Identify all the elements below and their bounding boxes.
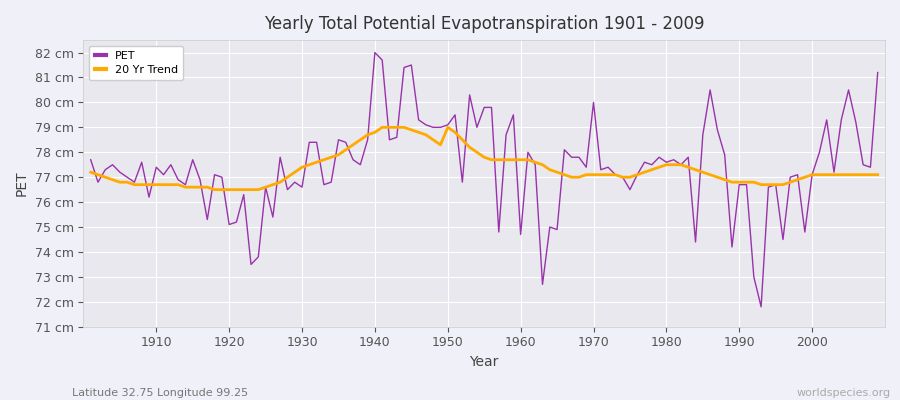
PET	[304, 140, 315, 145]
Y-axis label: PET: PET	[15, 171, 29, 196]
PET	[144, 195, 155, 200]
PET	[523, 150, 534, 155]
20 Yr Trend	[355, 138, 365, 142]
20 Yr Trend	[617, 175, 628, 180]
PET	[610, 172, 621, 177]
20 Yr Trend	[523, 157, 534, 162]
PET	[756, 304, 767, 309]
PET	[872, 70, 883, 75]
PET	[370, 50, 381, 55]
Text: Latitude 32.75 Longitude 99.25: Latitude 32.75 Longitude 99.25	[72, 388, 248, 398]
Text: worldspecies.org: worldspecies.org	[796, 388, 891, 398]
Line: PET: PET	[91, 52, 878, 307]
PET	[515, 232, 526, 237]
20 Yr Trend	[144, 182, 155, 187]
20 Yr Trend	[209, 187, 220, 192]
20 Yr Trend	[872, 172, 883, 177]
PET	[86, 157, 96, 162]
Legend: PET, 20 Yr Trend: PET, 20 Yr Trend	[89, 46, 184, 80]
20 Yr Trend	[530, 160, 541, 165]
20 Yr Trend	[86, 170, 96, 175]
X-axis label: Year: Year	[470, 355, 499, 369]
Line: 20 Yr Trend: 20 Yr Trend	[91, 127, 878, 190]
PET	[347, 157, 358, 162]
20 Yr Trend	[377, 125, 388, 130]
Title: Yearly Total Potential Evapotranspiration 1901 - 2009: Yearly Total Potential Evapotranspiratio…	[264, 15, 705, 33]
20 Yr Trend	[311, 160, 322, 165]
